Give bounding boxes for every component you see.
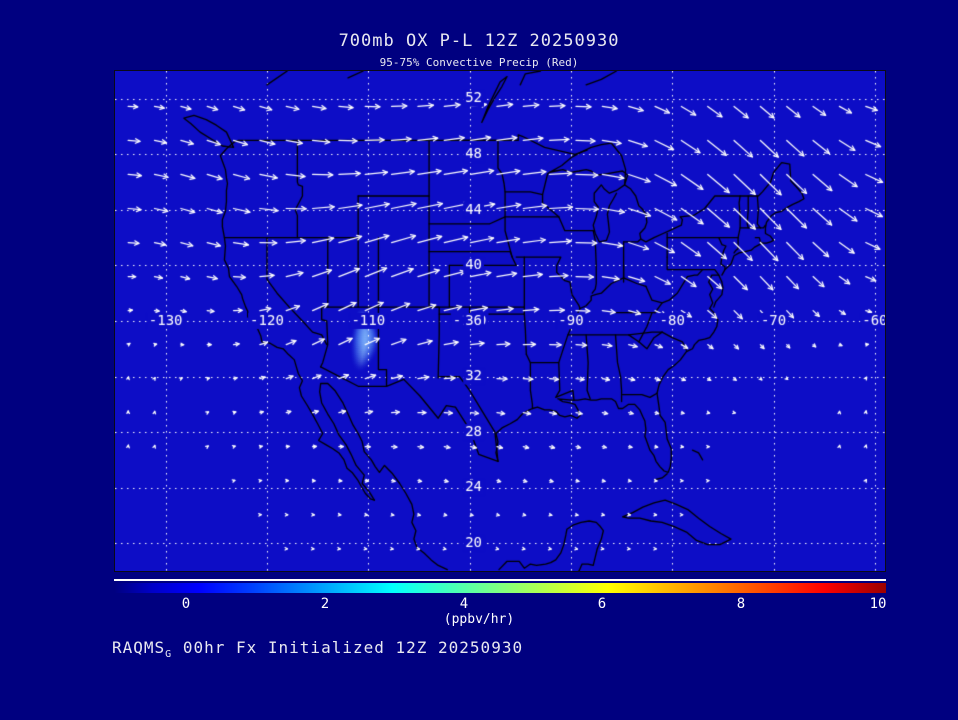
page-title: 700mb OX P-L 12Z 20250930 bbox=[338, 31, 620, 51]
footer-caption: RAQMSG 00hr Fx Initialized 12Z 20250930 bbox=[112, 638, 523, 660]
colorbar-tick-0: 0 bbox=[181, 596, 191, 612]
colorbar-tick-10: 10 bbox=[869, 596, 887, 612]
colorbar bbox=[114, 583, 886, 593]
colorbar-tick-4: 4 bbox=[459, 596, 469, 612]
page-subtitle: 95-75% Convective Precip (Red) bbox=[379, 56, 579, 69]
colorbar-tick-6: 6 bbox=[597, 596, 607, 612]
colorbar-units-label: (ppbv/hr) bbox=[443, 612, 515, 627]
colorbar-tick-8: 8 bbox=[736, 596, 746, 612]
footer-model-name: RAQMS bbox=[112, 638, 166, 657]
map-panel[interactable] bbox=[114, 70, 886, 572]
map-plot-canvas bbox=[115, 71, 885, 571]
colorbar-tick-2: 2 bbox=[320, 596, 330, 612]
colorbar-top-rule bbox=[114, 579, 886, 581]
footer-run-info: 00hr Fx Initialized 12Z 20250930 bbox=[172, 638, 524, 657]
footer-model-subscript: G bbox=[165, 649, 173, 661]
